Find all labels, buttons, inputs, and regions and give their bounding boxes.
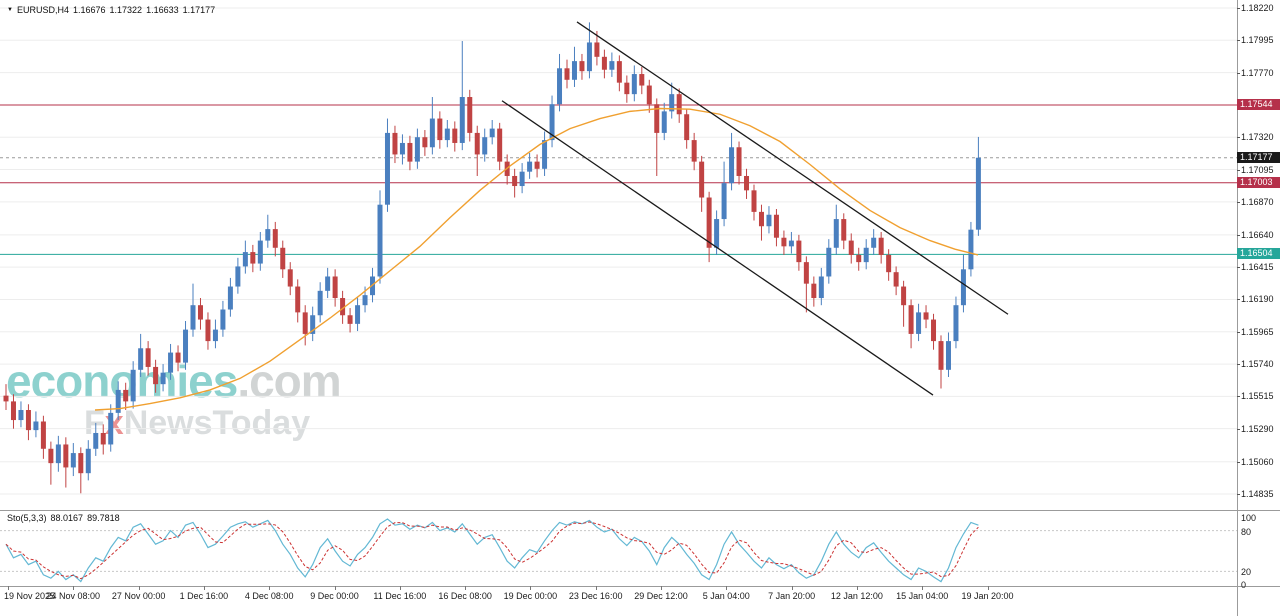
price-axis[interactable]: 1.18220 1.17995 1.17770 1.17320 1.17095 1.168… — [1237, 0, 1280, 510]
time-axis-tick — [726, 586, 728, 590]
price-axis-label: 1.15515 — [1241, 391, 1274, 402]
price-level-badge: 1.17177 — [1237, 152, 1280, 163]
price-axis-tick — [1237, 169, 1240, 171]
price-axis-label: 1.15290 — [1241, 423, 1274, 434]
stochastic-header: Sto(5,3,3) 88.0167 89.7818 — [7, 513, 124, 523]
trendline-2[interactable] — [501, 100, 934, 396]
price-axis-tick — [1237, 137, 1240, 139]
time-axis-label: 23 Dec 16:00 — [568, 591, 623, 601]
time-axis-tick — [791, 586, 793, 590]
time-axis-tick — [922, 586, 924, 590]
price-axis-label: 1.16190 — [1241, 294, 1274, 305]
ohlc-header: ▼ EURUSD,H4 1.16676 1.17322 1.16633 1.17177 — [7, 5, 219, 15]
price-axis-label: 1.16870 — [1241, 196, 1274, 207]
sto-k-line — [5, 518, 979, 583]
price-chart-panel[interactable] — [0, 0, 1237, 511]
stochastic-axis[interactable]: 100 80 20 0 — [1237, 511, 1280, 591]
price-axis-tick — [1237, 72, 1240, 74]
time-axis-tick — [530, 586, 532, 590]
watermark-tag-f: F — [84, 404, 105, 442]
panel-divider-top[interactable] — [0, 510, 1280, 511]
sto-axis-label: 100 — [1241, 513, 1257, 523]
time-axis-label: 19 Nov 2025 — [4, 591, 56, 601]
panel-divider-bottom — [0, 586, 1280, 587]
time-axis-label: 15 Jan 04:00 — [896, 591, 949, 601]
grid-lines — [0, 7, 1237, 495]
price-axis-label: 1.15965 — [1241, 326, 1274, 337]
time-axis-tick — [595, 586, 597, 590]
stochastic-name: Sto(5,3,3) — [7, 513, 47, 523]
trendline-1[interactable] — [576, 21, 1009, 315]
sto-axis-label: 80 — [1241, 526, 1252, 537]
time-axis-tick — [987, 586, 989, 590]
time-axis-tick — [269, 586, 271, 590]
stochastic-d-value: 89.7818 — [87, 513, 120, 523]
high-value: 1.17322 — [109, 5, 143, 15]
price-axis-tick — [1237, 201, 1240, 203]
price-axis-tick — [1237, 396, 1240, 398]
time-axis-label: 27 Nov 00:00 — [111, 591, 166, 601]
watermark-tag-rest: NewsToday — [123, 404, 311, 442]
time-axis-label: 9 Dec 00:00 — [310, 591, 359, 601]
time-axis-tick — [334, 586, 336, 590]
time-axis-tick — [203, 586, 205, 590]
time-axis[interactable]: 19 Nov 2025 24 Nov 08:00 27 Nov 00:00 1 Dec… — [0, 591, 1237, 605]
symbol-marker-icon: ▼ — [7, 7, 13, 13]
time-axis-tick — [465, 586, 467, 590]
axis-divider — [1237, 0, 1238, 616]
price-level-badge: 1.16504 — [1237, 248, 1280, 259]
sto-axis-label: 20 — [1241, 567, 1252, 578]
price-axis-tick — [1237, 428, 1240, 430]
time-axis-tick — [661, 586, 662, 590]
candlestick-series — [3, 22, 981, 494]
symbol-label: EURUSD,H4 — [16, 5, 69, 15]
price-axis-label: 1.17095 — [1241, 164, 1274, 175]
time-axis-tick — [138, 586, 140, 590]
time-axis-tick — [399, 586, 401, 590]
price-axis-label: 1.17320 — [1241, 132, 1274, 143]
price-axis-tick — [1237, 234, 1240, 236]
time-axis-label: 24 Nov 08:00 — [46, 591, 101, 601]
sto-axis-label: 0 — [1241, 580, 1247, 590]
price-axis-tick — [1237, 8, 1240, 9]
time-axis-tick — [856, 586, 858, 590]
time-axis-label: 11 Dec 16:00 — [373, 591, 427, 601]
moving-average-line[interactable] — [94, 107, 979, 411]
price-axis-label: 1.16415 — [1241, 262, 1274, 273]
price-level-badge: 1.17544 — [1237, 99, 1280, 110]
price-axis-label: 1.17995 — [1241, 35, 1274, 46]
time-axis-label: 5 Jan 04:00 — [702, 591, 750, 601]
price-axis-label: 1.16640 — [1241, 229, 1274, 240]
time-axis-label: 19 Dec 00:00 — [503, 591, 558, 601]
price-axis-tick — [1237, 299, 1240, 301]
price-axis-label: 1.15740 — [1241, 359, 1274, 370]
time-axis-label: 4 Dec 08:00 — [244, 591, 294, 601]
price-axis-tick — [1237, 494, 1240, 495]
time-axis-label: 12 Jan 12:00 — [830, 591, 883, 601]
price-axis-tick — [1237, 267, 1240, 269]
close-value: 1.17177 — [182, 5, 216, 15]
price-level-badge: 1.17003 — [1237, 177, 1280, 188]
time-axis-label: 29 Dec 12:00 — [634, 591, 688, 601]
stochastic-k-value: 88.0167 — [50, 513, 84, 523]
price-axis-label: 1.17770 — [1241, 67, 1274, 78]
time-axis-label: 7 Jan 20:00 — [768, 591, 816, 601]
time-axis-label: 1 Dec 16:00 — [179, 591, 229, 601]
price-axis-label: 1.15060 — [1241, 456, 1274, 467]
time-axis-tick — [73, 586, 75, 590]
low-value: 1.16633 — [146, 5, 179, 15]
price-axis-tick — [1237, 461, 1240, 463]
open-value: 1.16676 — [72, 5, 106, 15]
time-axis-label: 19 Jan 20:00 — [961, 591, 1014, 601]
stochastic-panel[interactable] — [0, 511, 1237, 586]
time-axis-tick — [8, 586, 9, 590]
time-axis-label: 16 Dec 08:00 — [438, 591, 492, 601]
watermark-tagline: FxNewsToday — [84, 404, 310, 443]
price-axis-tick — [1237, 40, 1240, 42]
price-axis-tick — [1237, 364, 1240, 366]
price-axis-label: 1.14835 — [1241, 489, 1274, 499]
price-axis-label: 1.18220 — [1241, 3, 1274, 13]
price-axis-tick — [1237, 331, 1240, 333]
